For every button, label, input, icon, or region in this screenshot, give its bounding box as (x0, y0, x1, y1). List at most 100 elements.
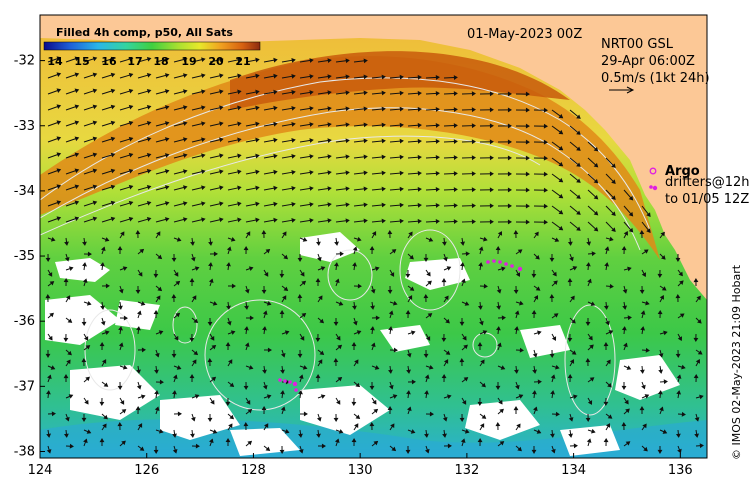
velocity-arrowhead (345, 186, 350, 192)
velocity-arrowhead (453, 139, 458, 144)
velocity-arrowhead (65, 416, 70, 422)
velocity-arrowhead (532, 369, 538, 374)
velocity-arrowhead (316, 416, 322, 422)
velocity-arrowhead (694, 433, 700, 438)
velocity-arrowhead (175, 312, 181, 318)
velocity-arrowhead (381, 154, 386, 160)
velocity-arrowhead (569, 256, 574, 262)
velocity-arrowhead (298, 390, 303, 395)
velocity-arrowhead (409, 286, 415, 291)
velocity-arrowhead (226, 262, 231, 267)
velocity-arrowhead (316, 241, 321, 246)
velocity-arrowhead (429, 411, 434, 417)
velocity-arrowhead (479, 320, 484, 326)
y-axis: -32 -33 -34 -35 -36 -37 -38 (14, 54, 45, 459)
velocity-arrowhead (319, 318, 325, 324)
velocity-arrowhead (183, 201, 188, 206)
velocity-arrowhead (558, 145, 564, 151)
velocity-arrowhead (507, 219, 512, 225)
velocity-arrowhead (120, 231, 125, 237)
velocity-arrowhead (327, 90, 332, 96)
velocity-arrowhead (50, 365, 56, 370)
velocity-arrowhead (230, 330, 236, 335)
y-tick-label: -36 (14, 314, 35, 329)
velocity-arrowhead (363, 90, 368, 96)
velocity-arrowhead (56, 200, 62, 205)
velocity-arrowhead (352, 305, 357, 310)
velocity-arrowhead (291, 185, 296, 191)
velocity-arrowhead (603, 438, 609, 443)
x-tick-label: 134 (561, 463, 586, 478)
velocity-arrowhead (327, 74, 332, 80)
velocity-arrowhead (273, 121, 278, 127)
velocity-arrowhead (201, 137, 206, 143)
velocity-arrowhead (74, 136, 80, 142)
velocity-arrowhead (228, 359, 233, 364)
velocity-arrowhead (128, 56, 134, 62)
velocity-arrowhead (498, 399, 503, 405)
velocity-arrowhead (624, 399, 629, 405)
velocity-arrowhead (74, 184, 80, 190)
velocity-arrowhead (219, 121, 224, 127)
velocity-arrowhead (183, 169, 188, 174)
velocity-arrowhead (146, 216, 152, 222)
velocity-arrowhead (515, 384, 520, 390)
velocity-arrowhead (572, 266, 578, 271)
velocity-arrowhead (363, 138, 368, 144)
velocity-arrowhead (625, 441, 631, 446)
velocity-arrowhead (255, 201, 260, 207)
colorbar-tick-label: 21 (235, 55, 250, 68)
velocity-arrowhead (267, 347, 272, 353)
velocity-arrowhead (657, 310, 663, 315)
velocity-arrowhead (399, 186, 404, 192)
velocity-arrowhead (327, 58, 332, 64)
velocity-arrowhead (237, 73, 242, 79)
velocity-arrowhead (82, 262, 87, 267)
velocity-arrowhead (201, 121, 206, 127)
velocity-arrowhead (301, 312, 307, 318)
velocity-arrowhead (453, 107, 458, 112)
velocity-arrowhead (247, 408, 253, 414)
velocity-arrowhead (477, 401, 483, 406)
velocity-arrowhead (327, 218, 332, 224)
velocity-arrowhead (210, 336, 215, 341)
velocity-arrowhead (319, 350, 325, 356)
velocity-arrowhead (123, 315, 128, 321)
drifter-tracks (278, 185, 658, 392)
velocity-arrowhead (351, 438, 357, 443)
velocity-arrowhead (371, 231, 377, 236)
velocity-arrowhead (553, 313, 559, 318)
velocity-arrowhead (593, 226, 599, 232)
velocity-arrowhead (571, 318, 576, 324)
velocity-arrowhead (255, 105, 260, 111)
velocity-arrowhead (336, 335, 341, 341)
velocity-arrowhead (387, 230, 393, 235)
velocity-arrowhead (67, 318, 73, 323)
velocity-arrowhead (471, 139, 476, 145)
velocity-arrowhead (249, 315, 254, 321)
velocity-arrowhead (586, 438, 592, 443)
velocity-arrowhead (645, 347, 650, 353)
velocity-arrowhead (74, 200, 80, 206)
velocity-arrowhead (66, 359, 71, 365)
velocity-arrowhead (102, 423, 107, 429)
velocity-arrowhead (435, 154, 440, 160)
velocity-arrowhead (193, 318, 199, 324)
credit-label: © IMOS 02-May-2023 21:09 Hobart (730, 264, 743, 460)
velocity-arrowhead (446, 266, 452, 271)
velocity-arrowhead (100, 246, 106, 252)
velocity-arrowhead (74, 104, 80, 110)
velocity-arrowhead (56, 88, 62, 93)
velocity-arrowhead (174, 271, 179, 277)
velocity-arrowhead (435, 74, 440, 80)
velocity-arrowhead (84, 399, 89, 405)
velocity-arrowhead (45, 257, 51, 262)
velocity-arrowhead (117, 246, 123, 251)
velocity-arrowhead (576, 194, 581, 199)
velocity-arrowhead (588, 335, 593, 341)
velocity-arrowhead (435, 202, 440, 208)
velocity-arrowhead (393, 347, 398, 353)
velocity-arrowhead (658, 353, 664, 358)
velocity-arrowhead (459, 358, 465, 363)
velocity-arrowhead (210, 399, 215, 405)
